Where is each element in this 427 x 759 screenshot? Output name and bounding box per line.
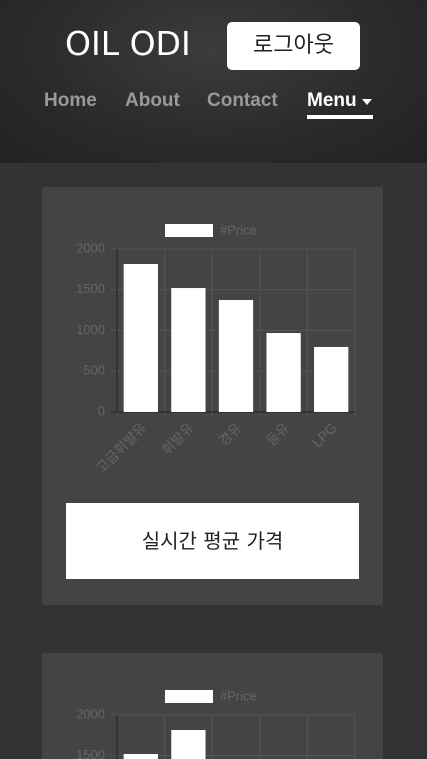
bar — [218, 300, 254, 412]
y-tick-label: 1500 — [76, 281, 105, 296]
x-tick-label: LPG — [309, 419, 340, 450]
header: OIL ODI 로그아웃 Home About Contact Menu — [0, 0, 427, 163]
y-tick-label: 1500 — [76, 747, 105, 759]
nav-home[interactable]: Home — [44, 90, 97, 111]
bar — [314, 346, 349, 412]
bar — [266, 333, 301, 412]
logout-button[interactable]: 로그아웃 — [227, 22, 360, 70]
menu-label: Menu — [307, 90, 357, 111]
nav-menu[interactable]: Menu — [307, 90, 373, 119]
x-tick-label: 고급휘발유 — [93, 419, 150, 476]
caret — [361, 99, 372, 105]
x-tick-label: 휘발유 — [159, 419, 198, 458]
bar — [171, 288, 206, 412]
y-tick-label: 2000 — [76, 706, 105, 721]
bar — [171, 729, 206, 759]
bar — [123, 263, 158, 412]
legend-swatch — [165, 690, 213, 703]
nav-about[interactable]: About — [125, 90, 180, 111]
y-tick-label: 0 — [98, 403, 105, 418]
y-tick-label: 2000 — [76, 240, 105, 255]
y-tick-label: 1000 — [76, 322, 105, 337]
chart-card: #Price 0 500 1000 1500 2000 고급휘발유 휘발유 경유 등유 LPG 실시… — [42, 187, 383, 605]
nav-contact[interactable]: Contact — [207, 90, 278, 111]
y-tick-label: 500 — [83, 363, 105, 378]
legend-swatch — [165, 224, 213, 237]
realtime-price-button[interactable]: 실시간 평균 가격 — [66, 503, 359, 579]
bar — [123, 754, 158, 759]
chart: #Price 0 500 1000 1500 2000 고급휘발유 휘발유 경유 등유 LPG — [76, 222, 356, 476]
site-title: OIL ODI — [65, 24, 191, 63]
legend-label: #Price — [220, 222, 257, 237]
x-tick-label: 경유 — [215, 419, 245, 449]
x-tick-label: 등유 — [263, 419, 293, 449]
legend-label: #Price — [220, 688, 257, 703]
